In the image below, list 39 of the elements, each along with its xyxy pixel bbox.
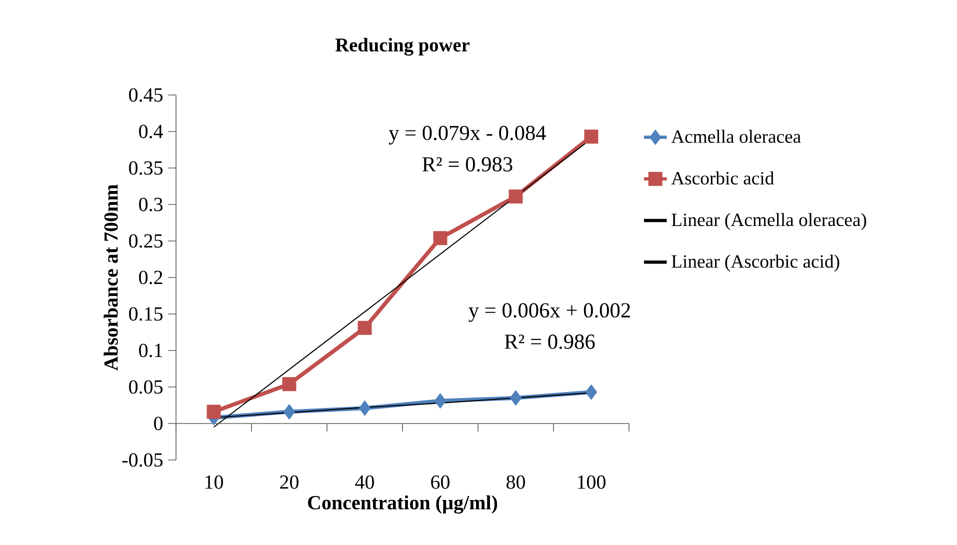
x-tick-label: 40 xyxy=(355,475,374,489)
y-tick-label: 0.3 xyxy=(139,198,163,212)
y-tick-label: 0.25 xyxy=(129,234,163,248)
y-tick-label: 0.35 xyxy=(129,161,163,175)
annotation: R² = 0.986 xyxy=(504,334,595,349)
point xyxy=(206,404,221,419)
point xyxy=(358,400,371,416)
chart-title: Reducing power xyxy=(335,38,470,56)
y-tick-label: 0.45 xyxy=(129,88,163,102)
x-tick-label: 80 xyxy=(506,475,525,489)
y-tick-label: -0.05 xyxy=(122,453,163,467)
y-tick-label: 0.1 xyxy=(139,344,162,358)
x-tick-label: 20 xyxy=(280,475,298,489)
x-tick-label: 60 xyxy=(431,475,450,489)
y-tick-label: 0 xyxy=(154,416,163,430)
point xyxy=(508,189,523,204)
x-tick-label: 10 xyxy=(206,475,223,489)
y-tick-label: 0.2 xyxy=(139,270,162,284)
point xyxy=(510,390,522,406)
legend-label: Ascorbic acid xyxy=(671,171,774,185)
point xyxy=(358,320,372,335)
point xyxy=(283,404,296,420)
x-tick-label: 100 xyxy=(578,475,606,489)
point xyxy=(584,130,598,144)
legend-label: Acmella oleracea xyxy=(671,130,801,143)
point xyxy=(433,231,448,246)
annotation: R² = 0.983 xyxy=(422,157,512,172)
legend-label: Linear (Ascorbic acid) xyxy=(672,254,840,272)
annotation: y = 0.079x - 0.084 xyxy=(388,126,546,145)
x-axis-title: Concentration (µg/ml) xyxy=(308,495,498,514)
annotation: y = 0.006x + 0.002 xyxy=(468,303,630,322)
legend-label: Linear (Acmella oleracea) xyxy=(672,213,866,230)
point xyxy=(585,384,598,400)
point xyxy=(434,393,446,409)
point xyxy=(282,377,296,392)
y-tick-label: 0.4 xyxy=(139,124,163,138)
y-axis-title: Absorbance at 700nm xyxy=(104,184,118,371)
y-tick-label: 0.05 xyxy=(129,380,163,394)
y-tick-label: 0.15 xyxy=(129,307,163,321)
